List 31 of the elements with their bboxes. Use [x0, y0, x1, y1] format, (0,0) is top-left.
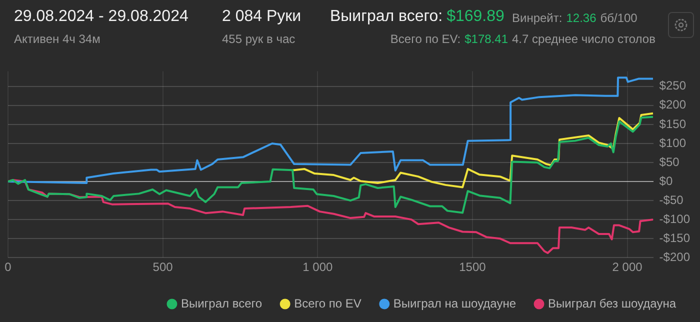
y-tick-label: $0	[659, 174, 673, 188]
x-tick-label: 1500	[459, 260, 486, 274]
x-tick-label: 500	[152, 260, 174, 274]
text: 455 рук в час	[222, 32, 296, 46]
legend-label: Выиграл всего	[180, 296, 262, 310]
y-tick-label: -$50	[659, 192, 684, 207]
text: Винрейт:	[512, 11, 562, 25]
y-tick-label: -$200	[659, 250, 690, 264]
y-tick-label: $150	[659, 116, 686, 131]
text: Всего по EV:	[390, 32, 461, 46]
text: $169.89	[446, 8, 504, 26]
text: 2 084 Руки	[222, 8, 302, 26]
chart-subtitle: Активен 4ч 34м	[14, 32, 100, 46]
x-tick-label: 0	[4, 260, 12, 274]
y-tick-label: -$100	[659, 212, 690, 226]
legend-label: Выиграл на шоудауне	[393, 296, 516, 310]
y-tick-label: $200	[659, 98, 686, 112]
chart-title: 29.08.2024 - 29.08.2024	[14, 8, 188, 26]
text: 4.7 среднее число столов	[512, 32, 656, 46]
legend-label: Выиграл без шоудауна	[548, 296, 676, 310]
text: $178.41	[464, 32, 508, 46]
text: 12.36	[566, 11, 596, 25]
text: Выиграл всего:	[330, 8, 443, 26]
x-tick-label: 2 000	[612, 260, 643, 274]
legend-label: Всего по EV	[294, 296, 362, 310]
y-tick-label: $250	[659, 78, 686, 93]
y-tick-label: -$150	[659, 230, 690, 245]
x-tick-label: 1 000	[302, 260, 333, 274]
y-tick-label: $50	[659, 154, 680, 169]
y-tick-label: $100	[659, 136, 686, 150]
text: бб/100	[600, 11, 638, 25]
